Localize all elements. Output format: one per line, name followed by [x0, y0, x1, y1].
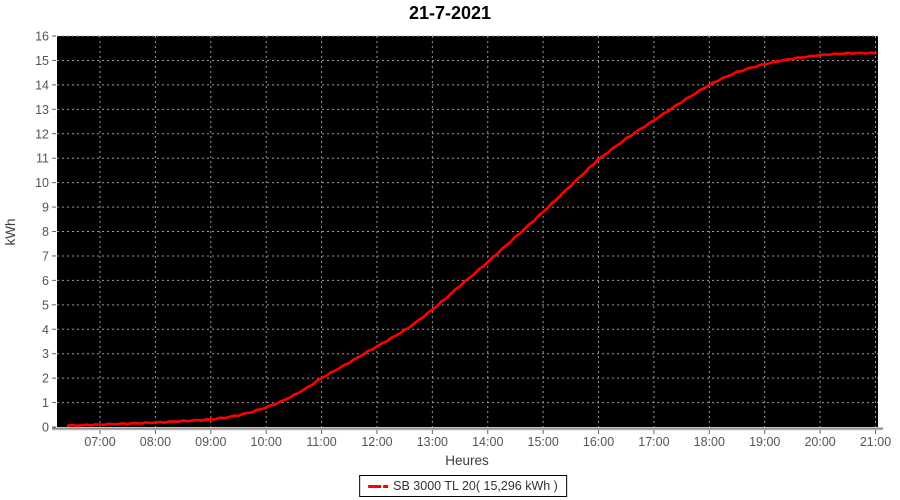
x-tick-label: 15:00	[528, 435, 559, 449]
x-tick-label: 19:00	[749, 435, 780, 449]
y-tick-label: 11	[36, 152, 49, 166]
y-tick-label: 6	[42, 274, 49, 288]
y-tick-label: 2	[42, 372, 49, 386]
y-tick-label: 4	[42, 323, 49, 337]
x-tick-label: 16:00	[583, 435, 614, 449]
y-tick-label: 9	[42, 201, 49, 215]
x-tick-label: 21:00	[860, 435, 891, 449]
x-tick-label: 07:00	[84, 435, 115, 449]
series-line	[66, 51, 877, 428]
x-tick-label: 14:00	[472, 435, 503, 449]
y-tick-label: 3	[42, 347, 49, 361]
y-tick-label: 8	[42, 225, 49, 239]
x-tick-label: 18:00	[694, 435, 725, 449]
x-tick-label: 10:00	[251, 435, 282, 449]
y-tick-label: 15	[35, 54, 49, 68]
legend-series-label: SB 3000 TL 20( 15,296 kWh )	[393, 479, 558, 493]
x-tick-label: 09:00	[195, 435, 226, 449]
x-tick-label: 13:00	[417, 435, 448, 449]
x-tick-label: 20:00	[804, 435, 835, 449]
series-line-sample-icon	[368, 484, 389, 488]
x-tick-label: 17:00	[638, 435, 669, 449]
y-tick-label: 16	[35, 30, 49, 44]
x-tick-label: 11:00	[306, 435, 336, 449]
y-axis-title: kWh	[3, 219, 18, 246]
x-tick-label: 08:00	[140, 435, 171, 449]
y-tick-label: 0	[42, 421, 49, 435]
x-axis-title: Heures	[445, 453, 489, 468]
y-tick-label: 13	[35, 103, 49, 117]
chart-title: 21-7-2021	[408, 3, 492, 23]
y-tick-label: 5	[42, 298, 49, 312]
y-tick-label: 1	[42, 396, 49, 410]
y-tick-label: 10	[35, 176, 49, 190]
y-tick-label: 12	[35, 127, 49, 141]
y-tick-label: 7	[42, 249, 49, 263]
y-tick-label: 14	[35, 78, 49, 92]
plot-area: 07:00 08:00 09:00 10:00 11:00 12:00 13:00 14:00…	[35, 30, 891, 450]
x-tick-label: 12:00	[361, 435, 392, 449]
legend: SB 3000 TL 20( 15,296 kWh )	[359, 475, 567, 497]
